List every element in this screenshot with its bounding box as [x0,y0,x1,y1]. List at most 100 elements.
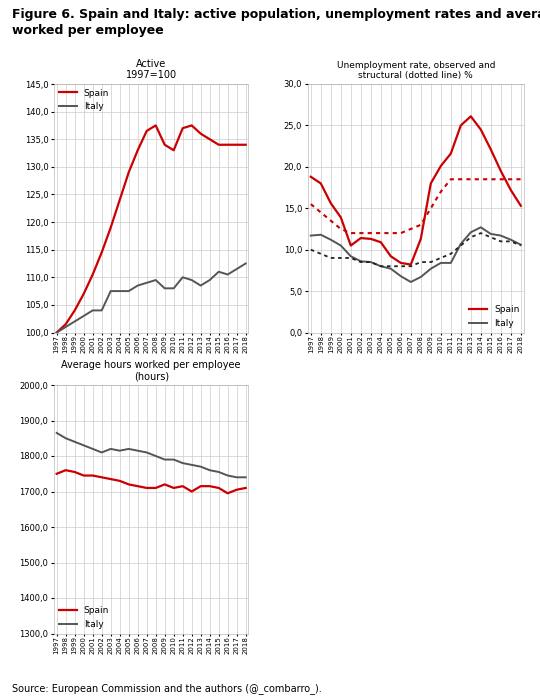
Italy [107,444,114,453]
Title: Unemployment rate, observed and
structural (dotted line) %: Unemployment rate, observed and structur… [336,61,495,80]
Legend: Spain, Italy: Spain, Italy [469,305,519,328]
Title: Average hours worked per employee
(hours): Average hours worked per employee (hours… [62,360,241,382]
Spain [242,141,249,149]
Spain [179,124,186,132]
Italy [488,230,494,238]
Text: Figure 6. Spain and Italy: active population, unemployment rates and average hou: Figure 6. Spain and Italy: active popula… [12,8,540,37]
Italy [63,434,69,442]
Italy [80,441,87,449]
Italy [98,306,105,314]
Spain [437,162,444,170]
Spain [206,482,213,491]
Spain [161,480,168,489]
Spain [90,270,96,279]
Spain [107,475,114,483]
Spain [63,320,69,328]
Spain [457,121,464,130]
Italy [328,235,334,244]
Spain [338,214,344,222]
Spain [71,468,78,476]
Italy [437,259,444,267]
Spain [179,482,186,491]
Italy [225,471,231,480]
Italy [161,284,168,293]
Italy [171,284,177,293]
Spain [417,234,424,243]
Italy [90,306,96,314]
Spain [428,179,434,188]
Spain [233,141,240,149]
Spain [397,259,404,267]
Italy [242,473,249,482]
Spain [225,489,231,498]
Line: Spain: Spain [57,470,246,494]
Italy [225,270,231,279]
Italy [215,468,222,476]
Italy [107,287,114,295]
Spain [497,167,504,175]
Spain [107,223,114,232]
Italy [206,276,213,284]
Spain [508,186,514,194]
Italy [117,447,123,455]
Line: Italy: Italy [57,263,246,332]
Legend: Spain, Italy: Spain, Italy [58,88,109,111]
Italy [152,276,159,284]
Italy [448,259,454,267]
Italy [161,456,168,464]
Italy [117,287,123,295]
Legend: Spain, Italy: Spain, Italy [58,606,109,629]
Italy [508,235,514,244]
Italy [517,241,524,249]
Italy [71,438,78,446]
Italy [215,267,222,276]
Italy [318,230,324,239]
Italy [428,265,434,273]
Italy [188,276,195,284]
Italy [308,232,314,240]
Spain [215,484,222,492]
Italy [357,257,364,265]
Italy [125,287,132,295]
Spain [134,146,141,155]
Text: Source: European Commission and the authors (@_combarro_).: Source: European Commission and the auth… [12,683,322,694]
Spain [98,473,105,482]
Spain [517,202,524,210]
Italy [152,452,159,460]
Italy [397,272,404,281]
Spain [171,146,177,155]
Spain [477,125,484,134]
Italy [338,241,344,250]
Spain [488,145,494,153]
Spain [242,484,249,492]
Italy [368,258,374,266]
Spain [125,168,132,176]
Italy [377,262,384,270]
Line: Spain: Spain [57,125,246,332]
Italy [63,323,69,331]
Italy [233,473,240,482]
Italy [408,278,414,286]
Line: Italy: Italy [57,433,246,477]
Italy [144,448,150,456]
Italy [179,459,186,468]
Italy [53,328,60,337]
Italy [233,265,240,273]
Spain [348,241,354,250]
Italy [179,273,186,281]
Spain [377,238,384,246]
Italy [417,273,424,281]
Spain [468,112,474,120]
Italy [457,239,464,248]
Spain [188,121,195,130]
Italy [144,279,150,287]
Spain [215,141,222,149]
Spain [233,486,240,494]
Italy [171,456,177,464]
Spain [188,487,195,496]
Spain [198,482,204,491]
Italy [134,447,141,455]
Italy [125,444,132,453]
Line: Spain: Spain [311,116,521,265]
Spain [308,173,314,181]
